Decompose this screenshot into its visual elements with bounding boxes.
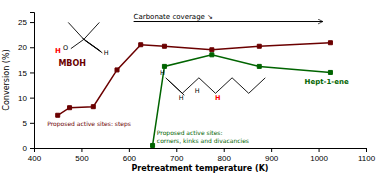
annotation: Proposed active sites: steps <box>47 120 131 128</box>
data-point <box>257 64 261 68</box>
data-point <box>151 143 155 147</box>
molecule-bond <box>85 41 102 53</box>
tick: 1100 <box>358 148 376 163</box>
tick-label: 1100 <box>358 154 376 163</box>
data-point <box>328 70 332 74</box>
tick: 25 <box>18 18 34 27</box>
y-axis: 0 5 10 15 20 25 <box>18 13 34 154</box>
series-label: Hept-1-ene <box>305 78 349 86</box>
data-point <box>328 41 332 45</box>
tick-label: 5 <box>23 119 28 128</box>
tick-label: 800 <box>218 154 232 163</box>
atom-label: H <box>55 47 61 55</box>
data-point <box>91 105 95 109</box>
axis-line <box>35 149 367 153</box>
tick-mark <box>271 148 272 152</box>
tick-mark <box>30 98 34 99</box>
tick: 600 <box>123 148 137 163</box>
tick: 900 <box>265 148 279 163</box>
tick-label: 500 <box>75 154 89 163</box>
data-point <box>210 48 214 52</box>
atom-label: H <box>160 69 165 77</box>
data-point <box>139 43 143 47</box>
tick-mark <box>30 123 34 124</box>
tick: 700 <box>170 148 184 163</box>
series-label: MBOH <box>58 59 86 68</box>
tick-mark <box>224 148 225 152</box>
tick-label: 400 <box>28 154 42 163</box>
tick-label: 20 <box>18 43 27 52</box>
molecules <box>68 22 265 95</box>
series <box>151 53 333 148</box>
tick-mark <box>30 148 34 149</box>
data-point <box>162 44 166 48</box>
plot-area: 400 500 600 700 800 900 1000 1100 0 5 10 15 20 25 Carb… <box>18 13 376 163</box>
tick-mark <box>81 148 82 152</box>
series-line <box>153 55 331 146</box>
series <box>56 41 333 118</box>
tick-mark <box>30 47 34 48</box>
tick: 5 <box>23 119 34 128</box>
data-point <box>115 68 119 72</box>
series-line <box>58 43 331 116</box>
tick: 0 <box>23 144 34 153</box>
tick: 800 <box>218 148 232 163</box>
data-point <box>257 44 261 48</box>
series-group <box>56 41 333 148</box>
tick: 400 <box>28 148 42 163</box>
molecule-bond <box>71 39 84 48</box>
chart: 400 500 600 700 800 900 1000 1100 0 5 10 15 20 25 Carb… <box>0 0 378 174</box>
atom-label: H <box>215 94 220 102</box>
tick: 10 <box>18 94 34 103</box>
atom-label: H <box>104 49 109 57</box>
molecule-bond <box>68 22 84 39</box>
tick: 500 <box>75 148 89 163</box>
tick-mark <box>366 148 367 152</box>
data-point <box>68 106 72 110</box>
tick-label: 10 <box>18 94 27 103</box>
molecule-bond <box>249 78 266 94</box>
tick-label: 600 <box>123 154 137 163</box>
x-axis: 400 500 600 700 800 900 1000 1100 <box>28 148 376 163</box>
annotations: Carbonate coverage ↘ MBOH Hept-1-ene Propos… <box>47 13 349 143</box>
tick-mark <box>319 148 320 152</box>
tick-mark <box>129 148 130 152</box>
tick-mark <box>30 72 34 73</box>
tick-label: 25 <box>18 18 27 27</box>
molecule-bond <box>215 78 232 94</box>
tick-mark <box>176 148 177 152</box>
tick: 1000 <box>310 148 328 163</box>
tick-label: 15 <box>18 69 27 78</box>
annotation: Proposed active sites:corners, kinks and… <box>157 129 249 144</box>
molecule-bond <box>199 78 216 94</box>
tick: 20 <box>18 43 34 52</box>
tick: 15 <box>18 69 34 78</box>
atom-label: O <box>63 44 68 52</box>
tick-mark <box>30 22 34 23</box>
data-point <box>56 113 60 117</box>
data-point <box>210 53 214 57</box>
annotation: Carbonate coverage ↘ <box>134 13 213 21</box>
atom-label: H <box>179 94 184 102</box>
tick-label: 0 <box>23 144 28 153</box>
tick-label: 1000 <box>310 154 328 163</box>
molecule-bond <box>84 22 100 39</box>
axis-line <box>30 13 35 149</box>
tick-label: 700 <box>170 154 184 163</box>
tick-label: 900 <box>265 154 279 163</box>
molecule-bond <box>232 78 249 94</box>
x-axis-title: Pretreatment temperature (K) <box>132 164 269 173</box>
y-axis-title: Conversion (%) <box>2 49 11 110</box>
atom-label: H <box>195 87 200 95</box>
